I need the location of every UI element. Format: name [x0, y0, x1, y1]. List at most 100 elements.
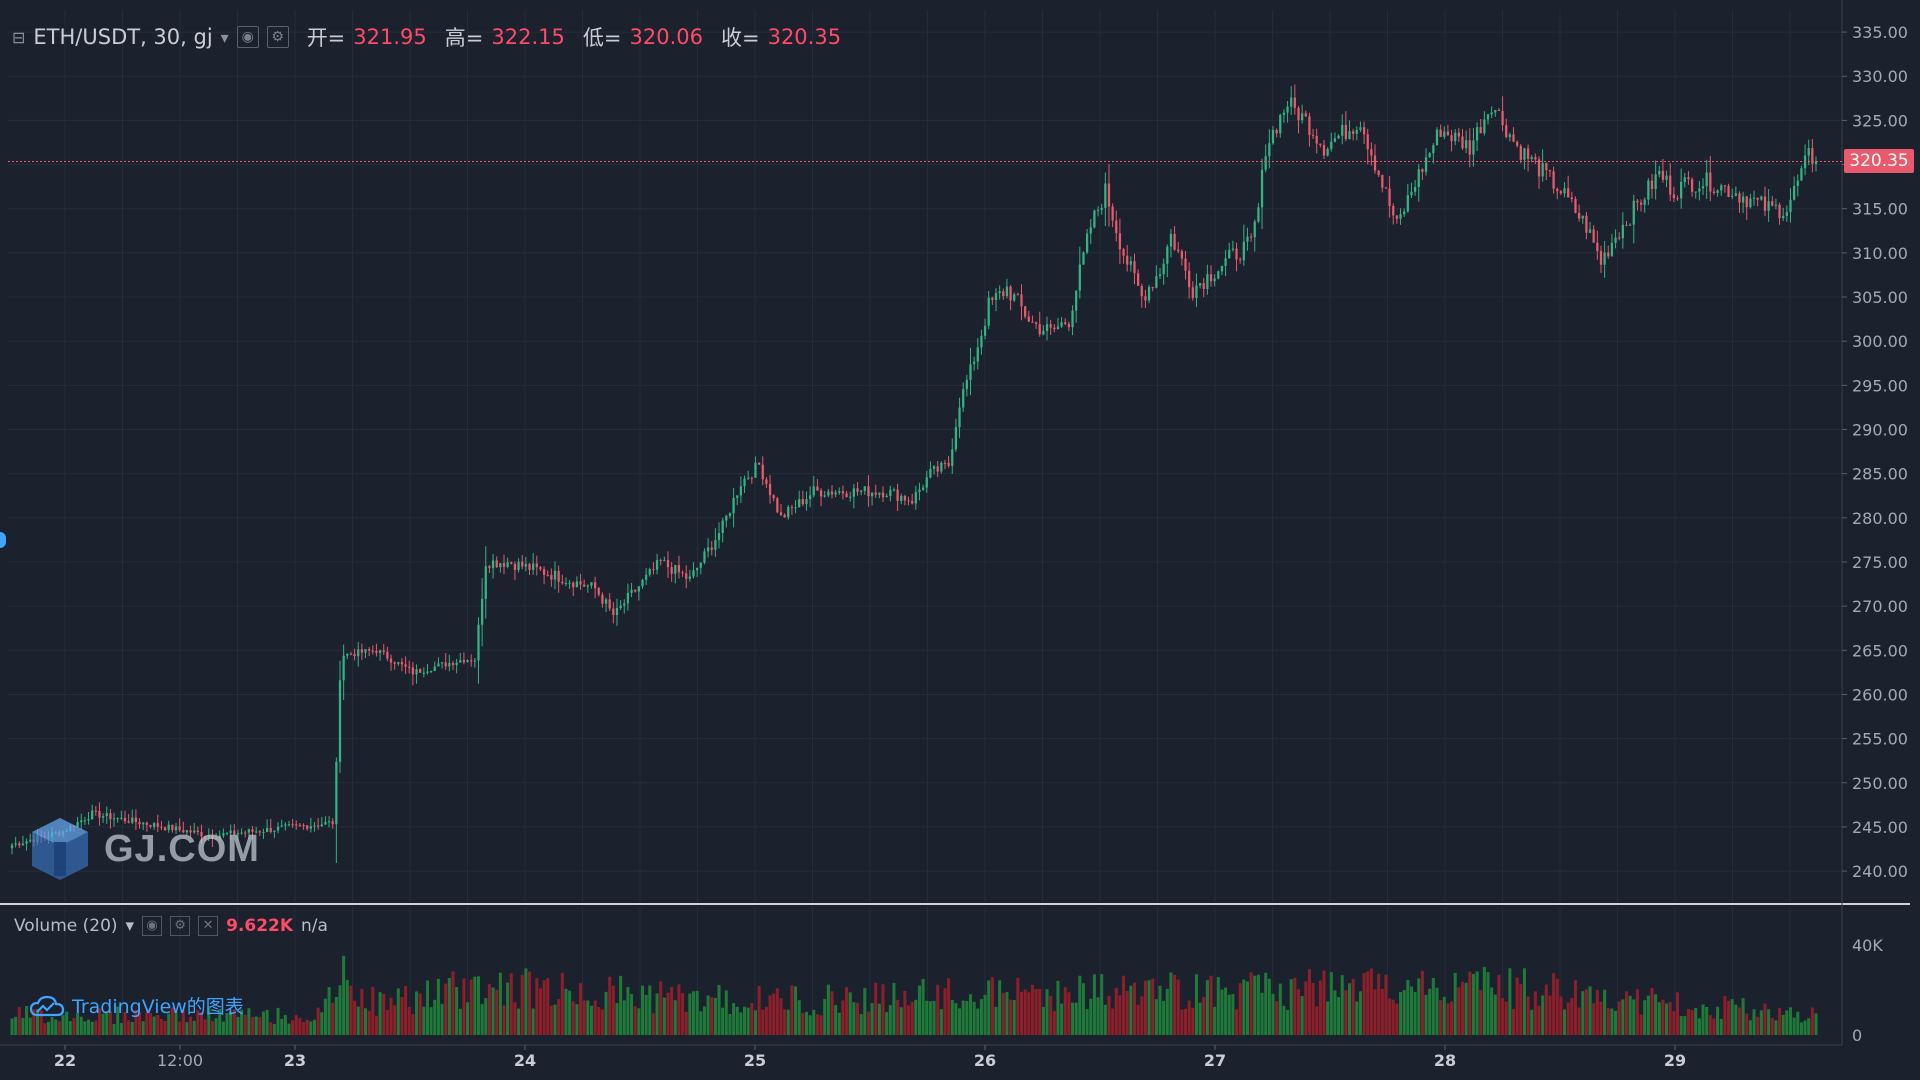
volume-bar [1085, 1009, 1089, 1035]
candle-body [1621, 224, 1624, 239]
volume-bar [1548, 995, 1552, 1035]
candle-body [1588, 229, 1592, 233]
candle-body [1607, 252, 1610, 257]
volume-bar [25, 1005, 29, 1035]
candle-body [1096, 209, 1100, 211]
candle-body [1322, 144, 1326, 156]
candle-body [976, 347, 979, 362]
volume-bar [207, 1007, 211, 1035]
low-label: 低= [582, 26, 622, 50]
candle-body [404, 664, 407, 667]
volume-bar [1584, 989, 1588, 1035]
symbol-label[interactable]: ETH/USDT, 30, gj [33, 25, 213, 49]
volume-bar [79, 1016, 83, 1035]
candle-body [459, 660, 462, 663]
volume-bar [229, 1011, 233, 1035]
candle-body [1071, 310, 1074, 328]
caret-down-icon[interactable]: ▾ [125, 916, 135, 936]
price-tick-label: 275.00 [1852, 553, 1908, 572]
candle-body [1355, 129, 1358, 134]
gear-icon[interactable]: ⚙ [266, 26, 289, 48]
candle-body [1268, 143, 1271, 157]
candle-body [1279, 114, 1282, 134]
volume-title[interactable]: Volume (20) [14, 916, 118, 936]
square-minus-icon[interactable]: ⊟ [12, 27, 26, 47]
volume-bar [1544, 984, 1548, 1035]
gear-icon[interactable]: ⚙ [170, 916, 191, 936]
volume-bar [61, 1015, 65, 1035]
candle-body [980, 335, 983, 348]
candle-body [1246, 236, 1249, 242]
candle-body [1665, 175, 1668, 180]
eye-icon[interactable]: ◉ [142, 916, 163, 936]
caret-down-icon[interactable]: ▾ [220, 27, 229, 47]
volume-bar [1592, 1003, 1596, 1035]
candle-body [127, 821, 130, 823]
volume-bar [1326, 1001, 1330, 1035]
candle-body [473, 660, 476, 662]
candle-body [994, 293, 998, 301]
volume-bar [480, 1004, 484, 1035]
volume-bar [808, 1015, 812, 1035]
candle-body [342, 655, 345, 681]
candle-body [167, 824, 170, 831]
candle-body [615, 608, 619, 615]
volume-bar [272, 1023, 276, 1035]
candle-body [218, 835, 221, 839]
candle-body [521, 561, 524, 567]
tradingview-label[interactable]: TradingView的图表 [72, 996, 244, 1018]
candle-body [696, 567, 699, 571]
candle-body [816, 486, 819, 491]
candle-body [943, 462, 947, 464]
volume-bar [673, 1000, 677, 1035]
candle-body [645, 574, 648, 580]
volume-bar [243, 1014, 247, 1035]
candle-body [1333, 138, 1337, 142]
volume-bar [786, 1009, 790, 1035]
volume-bar [367, 1010, 371, 1035]
candle-body [1417, 169, 1420, 188]
candle-body [1446, 131, 1450, 136]
volume-bar [998, 980, 1002, 1035]
candle-body [940, 462, 943, 472]
candle-body [214, 838, 218, 840]
volume-bar [666, 992, 670, 1035]
candle-body [969, 364, 972, 380]
candle-body [1177, 249, 1180, 252]
close-icon[interactable]: ✕ [198, 916, 219, 936]
candle-body [1526, 148, 1530, 159]
candle-body [1301, 113, 1304, 121]
volume-bar [1358, 991, 1362, 1035]
volume-bar [651, 1013, 655, 1035]
volume-bar [1439, 1000, 1443, 1035]
time-tick-label: 12:00 [157, 1051, 203, 1070]
volume-bar [1209, 975, 1213, 1035]
candle-body [1723, 185, 1727, 187]
volume-bar [127, 1020, 131, 1035]
scroll-marker-icon[interactable] [0, 532, 6, 548]
candle-body [1239, 259, 1242, 261]
volume-bar [1420, 970, 1424, 1035]
tradingview-brand[interactable]: TradingView的图表 [30, 992, 244, 1019]
volume-bar [57, 1021, 61, 1035]
candle-body [575, 581, 579, 588]
volume-bar [1654, 994, 1658, 1035]
candle-body [1639, 202, 1643, 205]
volume-bar [76, 1013, 80, 1035]
eye-icon[interactable]: ◉ [236, 26, 259, 48]
price-tick-label: 325.00 [1852, 111, 1908, 130]
candle-body [1275, 129, 1278, 134]
volume-bar [1227, 994, 1231, 1035]
volume-bar [637, 1008, 641, 1035]
volume-bar [1442, 996, 1446, 1035]
price-tick-label: 315.00 [1852, 200, 1908, 219]
candle-body [1687, 177, 1690, 180]
candle-body [681, 572, 684, 574]
volume-bar [812, 1009, 816, 1035]
candle-body [1763, 196, 1767, 211]
volume-bar [1803, 1020, 1807, 1035]
volume-bar [874, 982, 878, 1035]
volume-bar [1202, 996, 1206, 1035]
volume-bar [327, 987, 331, 1035]
